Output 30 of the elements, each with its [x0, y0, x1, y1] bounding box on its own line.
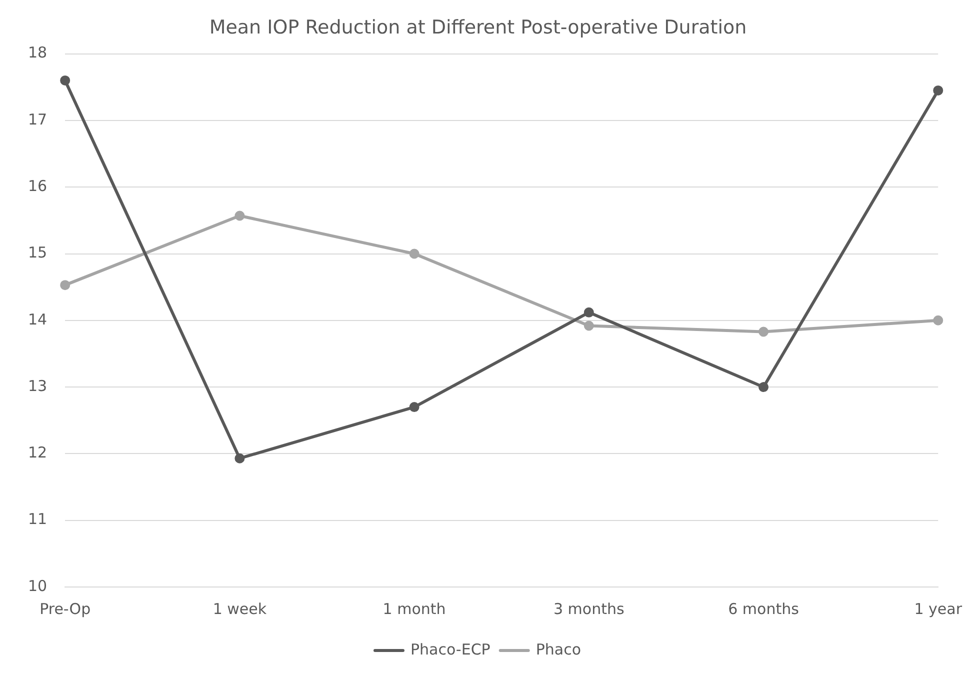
point	[234, 453, 245, 464]
y-tick-label: 16	[28, 176, 48, 195]
x-tick-label: Pre-Op	[40, 600, 91, 618]
x-tick-label: 1 year	[914, 600, 963, 618]
y-tick-label: 17	[28, 110, 48, 128]
legend-label: Phaco-ECP	[410, 640, 490, 658]
x-tick-label: 1 week	[212, 600, 267, 618]
point	[758, 326, 769, 337]
point	[60, 280, 70, 290]
y-tick-label: 12	[28, 444, 48, 462]
point	[234, 210, 245, 221]
x-tick-label: 6 months	[728, 600, 800, 618]
point	[933, 85, 944, 96]
y-tick-label: 18	[28, 44, 48, 62]
y-tick-label: 13	[28, 376, 48, 395]
x-tick-label: 1 month	[382, 600, 446, 618]
point	[409, 402, 420, 412]
y-tick-label: 11	[28, 510, 48, 528]
point	[758, 382, 769, 392]
y-tick-label: 15	[28, 244, 48, 262]
point	[584, 307, 594, 318]
chart-title: Mean IOP Reduction at Different Post-operative Duration	[209, 16, 747, 38]
y-tick-label: 14	[28, 310, 48, 328]
legend-label: Phaco	[536, 640, 582, 658]
point	[584, 320, 594, 331]
point	[409, 248, 420, 259]
y-tick-label: 10	[28, 576, 48, 595]
x-tick-label: 3 months	[553, 600, 624, 618]
point	[933, 315, 944, 326]
point	[60, 75, 70, 86]
